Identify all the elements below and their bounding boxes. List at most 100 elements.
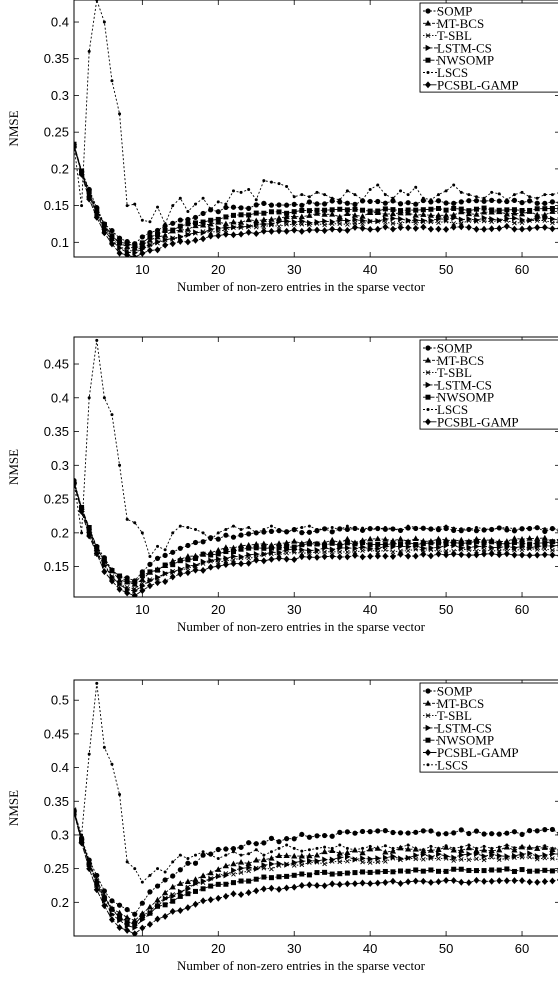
marker-diamond xyxy=(465,223,472,231)
marker-diamond xyxy=(435,550,442,558)
marker-dot xyxy=(414,846,418,850)
marker-dot xyxy=(247,187,251,191)
marker-circle xyxy=(147,561,153,567)
marker-triangle-up xyxy=(518,210,526,217)
marker-triangle-right xyxy=(367,218,374,225)
marker-diamond xyxy=(192,566,199,574)
marker-circle xyxy=(268,835,275,841)
legend-label: LSCS xyxy=(437,402,468,417)
marker-triangle-right xyxy=(215,873,222,880)
marker-square xyxy=(162,562,168,568)
marker-triangle-right xyxy=(550,850,556,857)
marker-diamond xyxy=(344,226,351,234)
marker-dot xyxy=(399,189,403,193)
marker-diamond xyxy=(177,907,184,914)
marker-square xyxy=(101,221,107,227)
marker-dot xyxy=(528,525,532,529)
marker-diamond xyxy=(108,916,115,924)
marker-triangle-right xyxy=(405,217,412,224)
marker-square xyxy=(519,867,525,873)
marker-dot xyxy=(345,189,349,193)
marker-triangle-up xyxy=(458,847,465,853)
marker-triangle-right xyxy=(344,853,351,860)
legend-entry: PCSBL-GAMP xyxy=(423,414,519,429)
marker-circle xyxy=(200,210,206,217)
marker-x xyxy=(512,220,517,226)
marker-dot xyxy=(338,198,342,202)
marker-x xyxy=(443,548,449,554)
legend-box xyxy=(419,682,558,773)
marker-triangle-up xyxy=(139,576,146,582)
marker-dot xyxy=(543,527,547,531)
marker-dot xyxy=(361,526,365,530)
marker-circle xyxy=(230,534,237,540)
marker-triangle-right xyxy=(246,551,252,558)
marker-triangle-up xyxy=(268,216,275,222)
marker-x xyxy=(451,221,457,226)
marker-circle xyxy=(268,202,275,208)
marker-x xyxy=(322,861,327,867)
marker-square xyxy=(382,542,388,548)
marker-triangle-right xyxy=(512,852,518,859)
marker-diamond xyxy=(86,195,93,203)
marker-dot xyxy=(300,193,304,197)
marker-square xyxy=(299,542,305,548)
marker-circle xyxy=(473,828,480,834)
x-axis-title: Number of non-zero entries in the sparse… xyxy=(177,619,426,634)
marker-dot xyxy=(125,860,129,864)
marker-diamond xyxy=(534,551,541,559)
marker-circle xyxy=(504,830,510,836)
marker-square xyxy=(405,539,411,545)
marker-dot xyxy=(528,846,532,850)
marker-dot xyxy=(421,527,425,531)
marker-triangle-up xyxy=(526,535,533,541)
marker-square xyxy=(390,541,396,547)
marker-circle xyxy=(299,530,305,536)
marker-circle xyxy=(261,840,267,846)
marker-triangle-right xyxy=(425,381,432,389)
y-tick-label: 0.5 xyxy=(51,693,69,708)
marker-triangle-right xyxy=(413,217,419,224)
marker-triangle-up xyxy=(177,226,184,233)
marker-diamond xyxy=(78,170,85,178)
marker-dot xyxy=(269,850,273,854)
marker-square xyxy=(473,539,479,545)
marker-dot xyxy=(512,846,516,850)
marker-triangle-up xyxy=(511,209,518,216)
marker-triangle-right xyxy=(367,545,374,553)
marker-circle xyxy=(109,898,115,904)
marker-square xyxy=(147,910,153,916)
marker-diamond xyxy=(534,224,541,231)
marker-square xyxy=(542,206,548,212)
marker-square xyxy=(193,555,199,561)
marker-circle xyxy=(192,214,199,221)
marker-triangle-right xyxy=(177,233,184,240)
marker-triangle-right xyxy=(147,242,154,249)
marker-triangle-up xyxy=(268,855,275,861)
marker-dot xyxy=(452,846,456,850)
marker-triangle-up xyxy=(222,862,229,869)
marker-triangle-up xyxy=(412,535,419,542)
marker-triangle-right xyxy=(390,853,397,860)
marker-triangle-right xyxy=(223,224,230,231)
marker-diamond xyxy=(526,225,533,232)
marker-circle xyxy=(306,199,313,205)
marker-triangle-up xyxy=(169,883,176,890)
marker-triangle-right xyxy=(170,893,176,900)
marker-circle xyxy=(405,200,411,206)
marker-square xyxy=(367,208,373,214)
marker-triangle-up xyxy=(511,535,518,541)
marker-square xyxy=(360,207,366,213)
legend-entry: MT-BCS xyxy=(423,353,484,368)
marker-circle xyxy=(321,832,328,839)
marker-triangle-up xyxy=(116,909,123,916)
marker-square xyxy=(425,737,431,743)
marker-square xyxy=(170,562,176,568)
marker-diamond xyxy=(306,226,313,234)
marker-dot xyxy=(156,867,160,871)
marker-diamond xyxy=(169,240,176,248)
marker-square xyxy=(496,540,502,546)
marker-circle xyxy=(192,539,199,546)
marker-dot xyxy=(490,527,494,531)
